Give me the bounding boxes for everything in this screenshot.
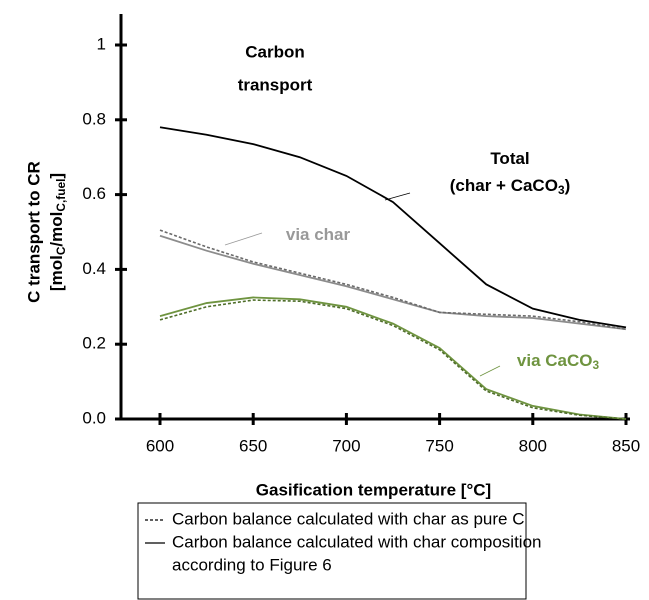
annotation-sub: 3 — [592, 358, 599, 372]
annotation: via CaCO3 — [517, 351, 600, 372]
annotation-part: ) — [565, 176, 571, 195]
x-tick-label: 750 — [425, 436, 453, 455]
x-tick-label: 850 — [612, 436, 640, 455]
legend-label: Carbon balance calculated with char comp… — [172, 532, 541, 551]
annotation-part: via CaCO — [517, 351, 593, 370]
y-axis-units-sub: C,fuel — [54, 179, 68, 212]
series-line — [159, 234, 627, 331]
annotation: via char — [286, 225, 351, 244]
y-tick-label: 0.2 — [82, 334, 106, 353]
y-axis-units-part: ] — [47, 173, 66, 179]
series-line — [159, 296, 627, 420]
annotation-part: Total — [490, 149, 529, 168]
y-axis-units-part: /mol — [47, 212, 66, 247]
y-axis-units-part: [mol — [47, 255, 66, 291]
annotation-sub: 3 — [558, 183, 565, 197]
annotation-part: (char + CaCO — [450, 176, 558, 195]
legend-label: according to Figure 6 — [172, 555, 332, 574]
annotation: Total — [490, 149, 529, 168]
series-line — [159, 229, 627, 331]
chart-title: transport — [238, 75, 313, 94]
series-line — [159, 126, 627, 329]
y-axis-units: [molC/molC,fuel] — [47, 173, 68, 291]
x-axis-label: Gasification temperature [°C] — [256, 480, 491, 499]
y-axis-units-sub: C — [54, 246, 68, 255]
y-tick-label: 0.4 — [82, 259, 106, 278]
legend-box — [137, 502, 527, 600]
x-tick-label: 650 — [239, 436, 267, 455]
y-tick-label: 1 — [97, 34, 106, 53]
annotation-part: via char — [286, 225, 351, 244]
leader-line — [384, 192, 411, 201]
y-tick-label: 0.6 — [82, 184, 106, 203]
x-tick-label: 700 — [332, 436, 360, 455]
leader-line — [224, 232, 263, 246]
leader-line — [479, 365, 501, 377]
chart-title: Carbon — [245, 42, 305, 61]
annotation: (char + CaCO3) — [450, 176, 570, 197]
y-axis-label: C transport to CR — [24, 161, 43, 303]
x-tick-label: 600 — [146, 436, 174, 455]
y-tick-label: 0.8 — [82, 109, 106, 128]
legend-label: Carbon balance calculated with char as p… — [172, 509, 524, 528]
x-tick-label: 800 — [519, 436, 547, 455]
y-tick-label: 0.0 — [82, 408, 106, 427]
